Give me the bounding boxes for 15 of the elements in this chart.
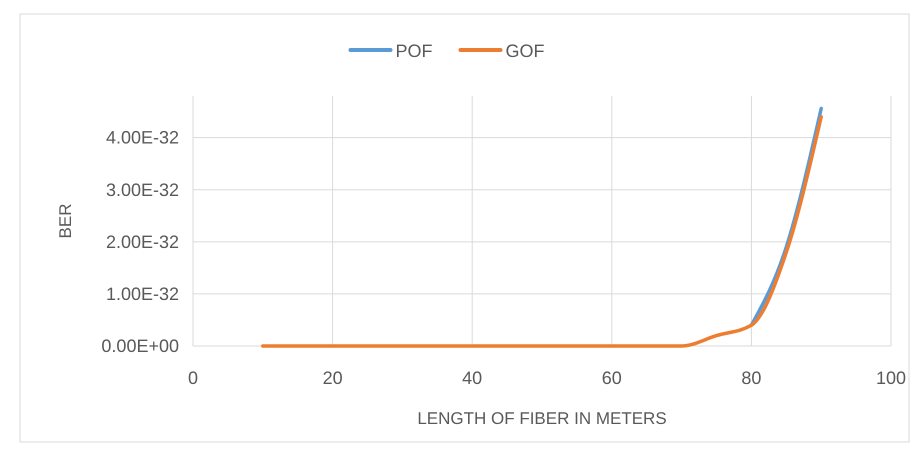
x-tick-label: 80 [741, 368, 762, 388]
x-tick-label: 60 [602, 368, 622, 388]
x-tick-label: 100 [876, 368, 906, 388]
legend-label: GOF [506, 41, 544, 61]
x-tick-label: 0 [188, 368, 198, 388]
y-tick-label: 4.00E-32 [106, 128, 179, 148]
x-axis-title: LENGTH OF FIBER IN METERS [417, 409, 667, 428]
y-tick-label: 3.00E-32 [106, 180, 179, 200]
x-tick-label: 40 [462, 368, 482, 388]
y-axis-title: BER [56, 204, 75, 238]
y-tick-label: 1.00E-32 [106, 284, 179, 304]
y-tick-label: 0.00E+00 [101, 336, 179, 356]
x-tick-label: 20 [322, 368, 343, 388]
y-tick-label: 2.00E-32 [106, 232, 179, 252]
legend-label: POF [396, 41, 433, 61]
